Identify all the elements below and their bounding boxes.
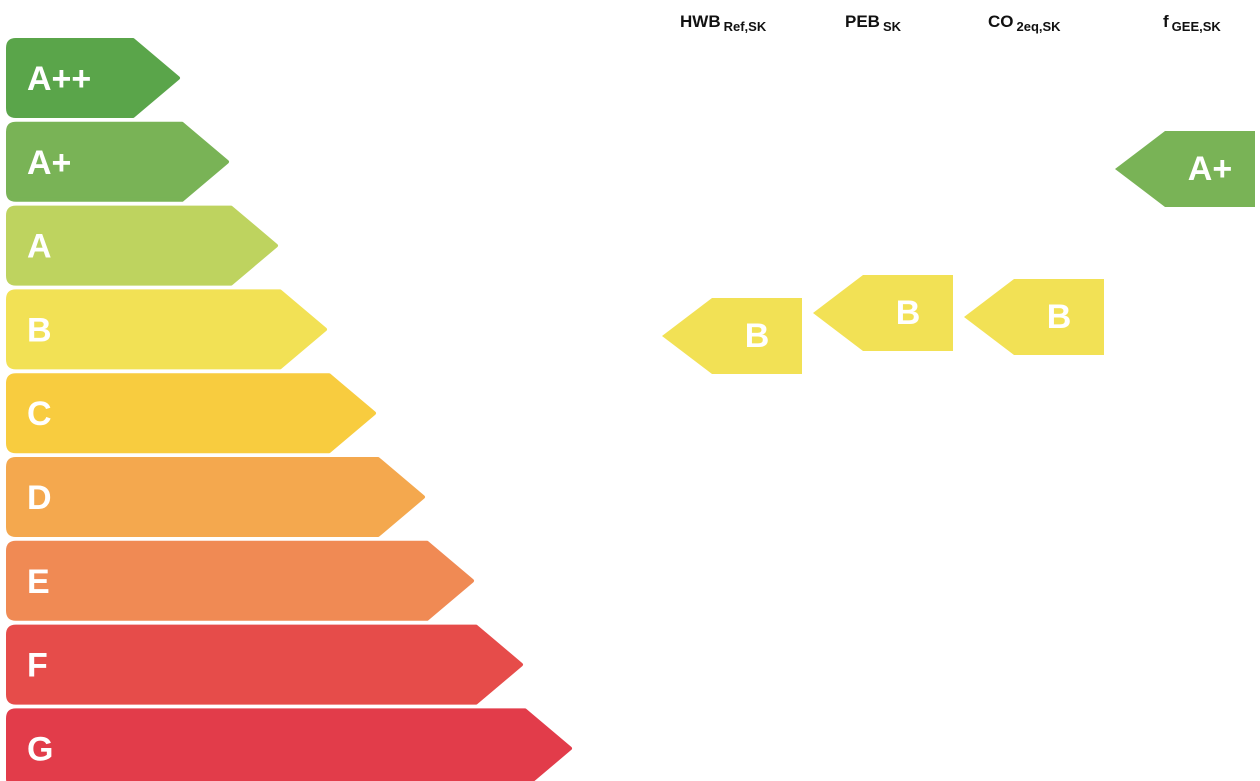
scale-band-label: G: [27, 730, 53, 768]
column-header-sub: SK: [882, 19, 902, 34]
column-header-sub: Ref,SK: [723, 19, 767, 34]
scale-band-f: F: [6, 624, 523, 705]
scale-band-aplusplus: A++: [6, 38, 180, 118]
scale-band-shape: [6, 373, 376, 454]
scale-band-e: E: [6, 540, 474, 621]
scale-band-label: A: [27, 228, 52, 266]
indicator-rating-label: B: [745, 317, 770, 355]
column-header-peb: PEB SK: [845, 12, 902, 34]
column-header-sub: 2eq,SK: [1016, 19, 1061, 34]
indicator-rating-label: B: [1047, 298, 1072, 336]
scale-band-aplus: A+: [6, 121, 229, 202]
column-header-fgee: f GEE,SK: [1163, 12, 1221, 34]
column-header-main: CO: [988, 12, 1014, 31]
column-header-main: HWB: [680, 12, 721, 31]
scale-band-label: D: [27, 479, 52, 517]
scale-band-shape: [6, 121, 229, 202]
indicator-rating-label: B: [896, 294, 921, 332]
column-header-co2: CO 2eq,SK: [988, 12, 1061, 34]
scale-band-label: A++: [27, 60, 91, 98]
indicator-arrow-4: A+: [1115, 131, 1255, 207]
scale-band-label: A+: [27, 144, 71, 182]
scale-band-shape: [6, 624, 523, 705]
column-header-hwb: HWB Ref,SK: [680, 12, 767, 34]
indicator-arrow-shape: [1115, 131, 1255, 207]
scale-band-d: D: [6, 457, 425, 537]
column-header-sub: GEE,SK: [1171, 19, 1221, 34]
scale-band-shape: [6, 708, 572, 781]
scale-band-label: E: [27, 563, 50, 601]
indicator-arrow-1: B: [662, 298, 802, 374]
indicator-arrow-shape: [813, 275, 953, 351]
scale-band-shape: [6, 457, 425, 537]
scale-band-a: A: [6, 205, 278, 286]
scale-band-c: C: [6, 373, 376, 454]
scale-band-shape: [6, 38, 180, 118]
scale-band-g: G: [6, 708, 572, 781]
scale-band-shape: [6, 205, 278, 286]
scale-band-label: F: [27, 647, 48, 685]
scale-band-b: B: [6, 289, 327, 370]
scale-band-shape: [6, 289, 327, 370]
scale-band-shape: [6, 540, 474, 621]
scale-band-label: C: [27, 395, 52, 433]
indicator-rating-label: A+: [1188, 150, 1232, 188]
column-header-main: f: [1163, 12, 1169, 31]
indicator-arrow-shape: [964, 279, 1104, 355]
indicator-arrow-2: B: [813, 275, 953, 351]
indicator-arrow-3: B: [964, 279, 1104, 355]
indicator-arrow-shape: [662, 298, 802, 374]
scale-band-label: B: [27, 311, 52, 349]
column-header-main: PEB: [845, 12, 880, 31]
